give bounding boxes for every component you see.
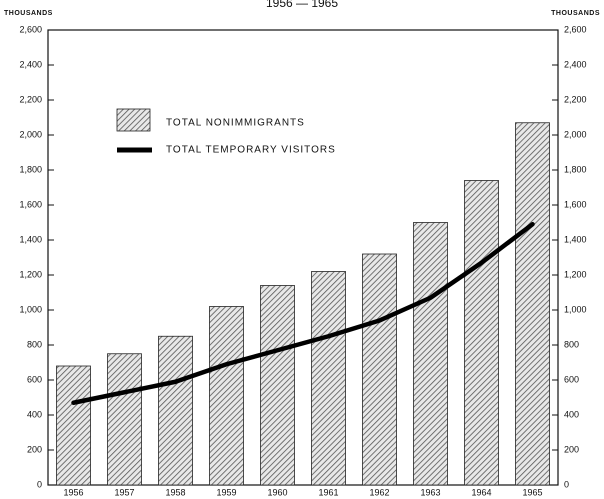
bar <box>158 335 193 486</box>
y2-tick-label: 200 <box>564 444 579 454</box>
y2-tick-label: 0 <box>564 479 569 489</box>
bar <box>515 122 550 486</box>
y2-tick-label: 2,400 <box>564 59 587 69</box>
y-tick-label: 2,000 <box>19 129 42 139</box>
bar <box>107 353 142 486</box>
y2-tick-label: 1,000 <box>564 304 587 314</box>
legend-label: TOTAL TEMPORARY VISITORS <box>166 145 336 156</box>
y-tick-label: 0 <box>37 479 42 489</box>
y2-tick-label: 2,000 <box>564 129 587 139</box>
x-tick-label: 1959 <box>216 487 236 497</box>
y2-tick-label: 800 <box>564 339 579 349</box>
x-tick-label: 1961 <box>318 487 338 497</box>
x-tick-label: 1965 <box>522 487 542 497</box>
x-tick-label: 1958 <box>165 487 185 497</box>
legend-swatch <box>116 108 151 132</box>
bar <box>260 285 295 486</box>
y2-tick-label: 600 <box>564 374 579 384</box>
y-tick-label: 1,200 <box>19 269 42 279</box>
y-tick-label: 2,600 <box>19 24 42 34</box>
x-tick-label: 1964 <box>471 487 491 497</box>
bar <box>362 253 397 486</box>
y-tick-label: 2,200 <box>19 94 42 104</box>
y-tick-label: 1,600 <box>19 199 42 209</box>
y2-tick-label: 1,200 <box>564 269 587 279</box>
chart-title: 1956 — 1965 <box>266 0 338 10</box>
y-tick-label: 400 <box>27 409 42 419</box>
y-axis-label: THOUSANDS <box>4 10 53 17</box>
line <box>71 222 535 405</box>
plot-frame <box>47 29 559 486</box>
x-tick-label: 1963 <box>420 487 440 497</box>
y-tick-label: 2,400 <box>19 59 42 69</box>
y2-tick-label: 1,400 <box>564 234 587 244</box>
bar <box>209 306 244 486</box>
y2-tick-label: 2,600 <box>564 24 587 34</box>
y2-axis-label: THOUSANDS <box>551 10 600 17</box>
y2-tick-label: 1,800 <box>564 164 587 174</box>
y2-tick-label: 400 <box>564 409 579 419</box>
y-tick-label: 200 <box>27 444 42 454</box>
y2-tick-label: 1,600 <box>564 199 587 209</box>
x-tick-label: 1960 <box>267 487 287 497</box>
x-tick-label: 1956 <box>63 487 83 497</box>
y-tick-label: 600 <box>27 374 42 384</box>
bar <box>56 365 91 486</box>
y2-tick-label: 2,200 <box>564 94 587 104</box>
bar <box>311 271 346 486</box>
y-tick-label: 1,800 <box>19 164 42 174</box>
x-tick-label: 1957 <box>114 487 134 497</box>
y-tick-label: 800 <box>27 339 42 349</box>
x-tick-label: 1962 <box>369 487 389 497</box>
legend-label: TOTAL NONIMMIGRANTS <box>166 118 305 129</box>
bar <box>464 180 499 486</box>
y-tick-label: 1,400 <box>19 234 42 244</box>
bar <box>413 222 448 486</box>
y-tick-label: 1,000 <box>19 304 42 314</box>
